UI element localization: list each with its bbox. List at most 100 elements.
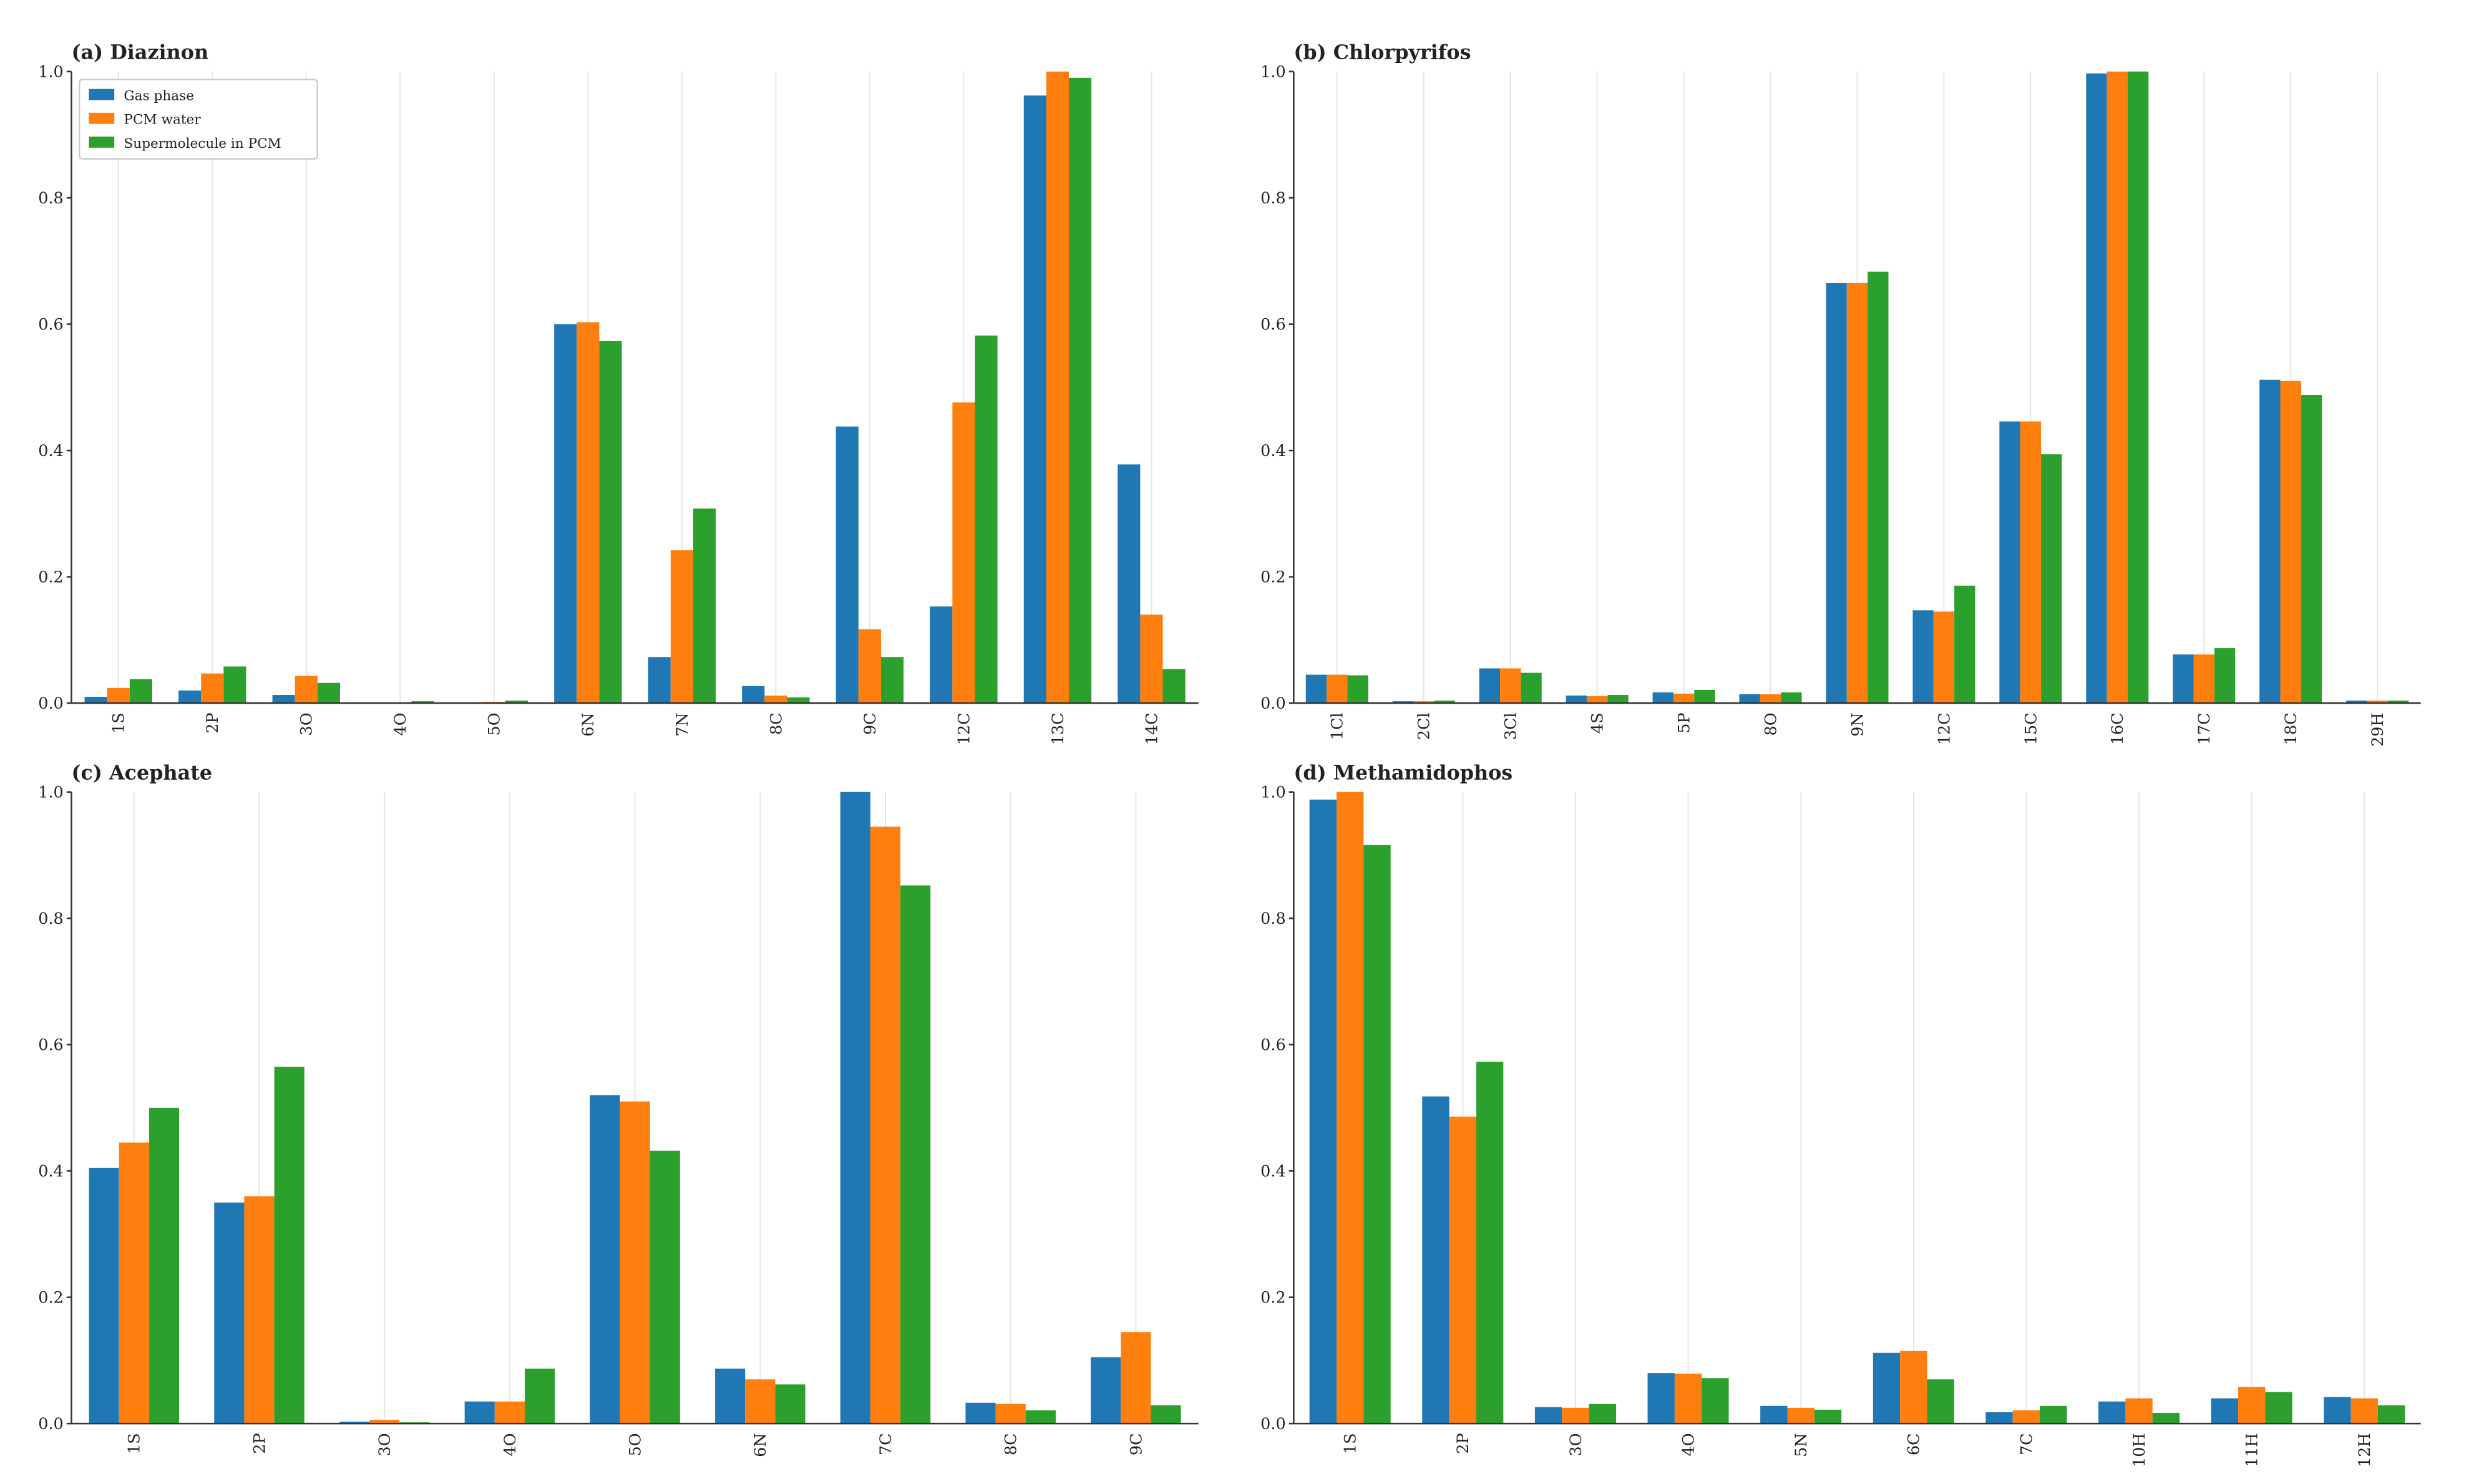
bar <box>505 701 528 704</box>
bar <box>2350 1398 2378 1424</box>
panel: (c) Acephate 0.0 0.2 0.4 0.6 0.8 1.0 1S 2P 3O 4O 5O… <box>38 761 1199 1457</box>
bar <box>1826 283 1847 704</box>
bar <box>2127 71 2149 704</box>
y-tick-label: 0.0 <box>38 1414 63 1433</box>
x-tick-label: 18C <box>2281 712 2300 745</box>
bar <box>2125 1398 2153 1424</box>
bar <box>244 1196 275 1424</box>
bar <box>494 1401 525 1424</box>
bar <box>178 690 202 704</box>
bar <box>2152 1412 2180 1424</box>
bar <box>1327 674 1348 704</box>
bar <box>742 686 765 704</box>
bar <box>274 1067 304 1424</box>
bar <box>295 676 318 704</box>
chart-title: (b) Chlorpyrifos <box>1293 41 1471 64</box>
bar <box>1476 1061 1504 1424</box>
x-tick-label: 11H <box>2243 1433 2261 1467</box>
bar <box>1873 1352 1901 1424</box>
x-tick-label: 7C <box>876 1433 895 1455</box>
legend-swatch <box>89 112 115 124</box>
x-tick-label: 1S <box>125 1433 144 1454</box>
bar <box>1363 845 1391 1424</box>
bar <box>1118 464 1141 704</box>
bar <box>764 696 787 704</box>
bar <box>1140 614 1163 704</box>
y-tick-label: 1.0 <box>1260 783 1285 802</box>
y-tick-label: 0.8 <box>38 188 63 207</box>
bar <box>1337 792 1364 1424</box>
bar <box>2324 1397 2351 1424</box>
bar <box>1562 1407 1589 1424</box>
bar <box>2367 701 2388 704</box>
bar <box>1760 1405 1788 1424</box>
x-tick-label: 12C <box>1934 712 1953 745</box>
x-tick-label: 4O <box>391 712 409 735</box>
y-tick-label: 0.0 <box>1260 1414 1285 1433</box>
bar <box>650 1150 680 1424</box>
x-tick-label: 13C <box>1048 712 1067 745</box>
y-tick-label: 0.8 <box>1260 188 1285 207</box>
bar <box>2377 1405 2405 1424</box>
bar <box>1347 675 1368 704</box>
bar <box>965 1402 996 1424</box>
bar <box>1912 610 1934 704</box>
bar <box>1500 668 1521 704</box>
x-tick-label: 2Cl <box>1415 712 1433 740</box>
bar <box>1121 1332 1151 1424</box>
bar <box>1521 672 1542 704</box>
bar <box>2346 701 2367 704</box>
y-tick-label: 0.4 <box>38 1161 63 1180</box>
bar <box>2301 395 2322 704</box>
bar <box>1422 1096 1449 1424</box>
y-tick-label: 0.2 <box>1260 1288 1285 1307</box>
x-tick-label: 5P <box>1675 712 1693 733</box>
bar <box>2041 454 2062 704</box>
bar <box>775 1384 806 1424</box>
x-tick-label: 17C <box>2194 712 2213 745</box>
bar <box>1954 585 1975 704</box>
bar <box>715 1369 746 1424</box>
bar <box>858 629 881 704</box>
bar <box>1760 694 1781 704</box>
bar <box>648 657 671 704</box>
x-tick-label: 3O <box>1566 1433 1585 1456</box>
bar <box>1814 1409 1842 1424</box>
bar <box>369 1420 400 1424</box>
y-tick-label: 0.4 <box>1260 441 1285 460</box>
bar <box>1025 1410 1056 1424</box>
x-tick-label: 8C <box>1001 1433 1020 1455</box>
y-tick-label: 1.0 <box>1260 62 1285 81</box>
x-tick-label: 8O <box>1761 712 1780 735</box>
legend-box <box>78 79 319 160</box>
bar <box>2214 648 2236 704</box>
x-tick-label: 6C <box>1904 1433 1923 1455</box>
x-tick-label: 14C <box>1142 712 1161 745</box>
x-tick-label: 2P <box>203 712 222 733</box>
bar <box>272 695 295 704</box>
bar <box>1589 1404 1616 1424</box>
y-tick-label: 0.8 <box>38 909 63 928</box>
x-tick-label: 3O <box>375 1433 394 1456</box>
x-tick-label: 5O <box>485 712 504 735</box>
y-tick-label: 0.0 <box>38 694 63 712</box>
bar <box>1694 689 1715 704</box>
bar <box>107 687 130 704</box>
bar <box>975 335 998 704</box>
bar <box>2012 1410 2040 1424</box>
x-tick-label: 9C <box>860 712 879 735</box>
bar <box>599 341 622 704</box>
bar <box>1434 701 1455 704</box>
legend-swatch <box>89 136 115 148</box>
bar <box>2098 1401 2126 1424</box>
bar <box>1479 668 1501 704</box>
bar <box>1586 696 1608 704</box>
bar <box>149 1107 180 1424</box>
bar <box>2238 1387 2266 1424</box>
bar <box>1739 694 1760 704</box>
bar <box>2086 73 2107 704</box>
bar <box>1162 669 1186 704</box>
bar <box>745 1379 776 1424</box>
x-tick-label: 3O <box>297 712 316 735</box>
